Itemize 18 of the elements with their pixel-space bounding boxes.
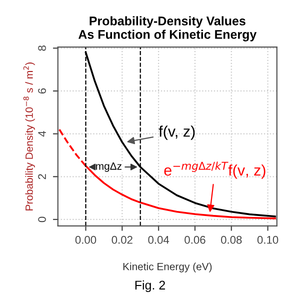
y-tick-label: 8: [38, 46, 46, 51]
y-tick-label: 2: [38, 174, 46, 180]
x-tick-label: 0.04: [148, 236, 170, 244]
y-tick-label: 4: [38, 131, 46, 137]
x-tick-label: 0.00: [75, 236, 96, 244]
y-axis-title: Probability Density (10$^{−8}$ s / m$^{2}$): [23, 62, 35, 210]
x-tick-label: 0.08: [221, 236, 242, 244]
annotation: mgΔz: [96, 162, 122, 172]
x-tick-label: 0.06: [184, 236, 206, 244]
annotation: e$^{−mgΔz/kT}$f(v, z): [164, 162, 266, 179]
y-tick-label: 0: [38, 216, 46, 222]
annotation: f(v, z): [158, 126, 195, 140]
y-tick-label: 6: [38, 88, 46, 94]
chart-title: Probability-Density Values As Function of Kinetic Energy: [78, 16, 257, 42]
x-axis-title: Kinetic Energy (eV): [123, 262, 212, 272]
x-tick-label: 0.02: [112, 236, 132, 244]
x-tick-label: 0.10: [257, 236, 278, 244]
caption: Fig. 2: [135, 280, 166, 292]
